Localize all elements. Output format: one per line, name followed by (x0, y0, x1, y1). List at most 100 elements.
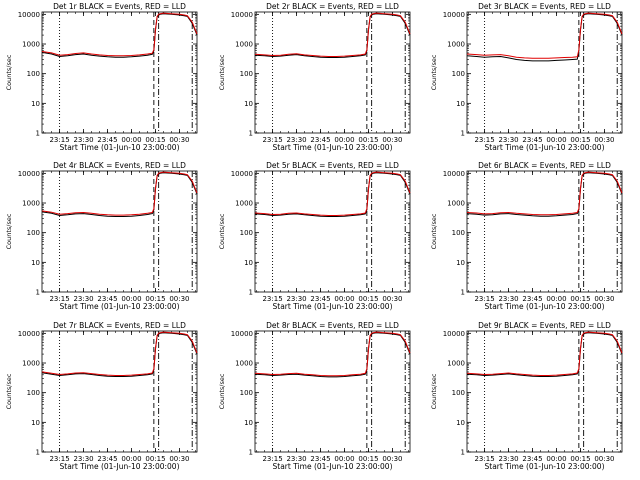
events-series-line (466, 332, 623, 377)
x-tick-label: 23:15 (474, 295, 494, 303)
chart-title: Det 4r BLACK = Events, RED = LLD (53, 161, 186, 170)
events-series-line (41, 172, 198, 217)
lld-series-line (41, 12, 198, 57)
y-tick-label: 1000 (447, 200, 465, 208)
x-tick-label: 23:45 (310, 295, 330, 303)
y-axis-label: Counts/sec (430, 373, 438, 409)
x-tick-label: 00:00 (121, 295, 141, 303)
y-tick-label: 1 (36, 289, 40, 297)
chart-panel: Det 7r BLACK = Events, RED = LLD 1 10 100 10… (5, 321, 198, 471)
chart-title: Det 6r BLACK = Events, RED = LLD (478, 161, 611, 170)
y-tick-label: 100 (240, 389, 253, 397)
chart-panel: Det 3r BLACK = Events, RED = LLD 1 10 100 10… (430, 2, 623, 152)
x-tick-label: 00:15 (358, 455, 378, 463)
y-tick-label: 10 (456, 259, 465, 267)
x-tick-label: 23:15 (262, 295, 282, 303)
x-tick-label: 00:00 (546, 136, 566, 144)
y-tick-label: 10 (31, 419, 40, 427)
y-tick-label: 10000 (231, 11, 253, 19)
y-tick-label: 100 (452, 389, 465, 397)
x-axis-label: Start Time (01-Jun-10 23:00:00) (485, 143, 605, 152)
events-series-line (254, 13, 411, 58)
y-tick-label: 1000 (235, 360, 253, 368)
y-tick-label: 100 (27, 389, 40, 397)
x-tick-label: 00:00 (546, 295, 566, 303)
y-tick-label: 1 (461, 289, 465, 297)
plot-frame (41, 11, 198, 134)
x-tick-label: 23:30 (286, 136, 306, 144)
y-tick-label: 100 (27, 70, 40, 78)
x-tick-label: 23:45 (522, 136, 542, 144)
x-tick-label: 23:45 (310, 455, 330, 463)
x-tick-label: 00:00 (334, 136, 354, 144)
x-tick-label: 00:30 (594, 136, 614, 144)
x-tick-label: 23:30 (286, 455, 306, 463)
y-tick-label: 10 (244, 100, 253, 108)
x-tick-label: 23:30 (498, 136, 518, 144)
y-tick-label: 100 (240, 229, 253, 237)
plot-frame (254, 330, 411, 453)
x-tick-label: 00:30 (594, 455, 614, 463)
y-tick-label: 1000 (22, 360, 40, 368)
y-tick-label: 1000 (235, 200, 253, 208)
y-tick-label: 1 (36, 449, 40, 457)
chart-panel: Det 6r BLACK = Events, RED = LLD 1 10 100 10… (430, 161, 623, 311)
x-tick-label: 23:45 (522, 455, 542, 463)
y-tick-label: 1 (461, 130, 465, 138)
x-axis-label: Start Time (01-Jun-10 23:00:00) (60, 143, 180, 152)
y-tick-label: 10000 (231, 330, 253, 338)
y-axis-label: Counts/sec (218, 373, 226, 409)
x-tick-label: 23:45 (310, 136, 330, 144)
y-tick-label: 1000 (22, 41, 40, 49)
y-tick-label: 10 (31, 259, 40, 267)
x-tick-label: 00:15 (145, 295, 165, 303)
x-tick-label: 00:30 (169, 136, 189, 144)
events-series-line (254, 172, 411, 217)
y-tick-label: 10 (31, 100, 40, 108)
y-axis-label: Counts/sec (5, 373, 13, 409)
chart-title: Det 2r BLACK = Events, RED = LLD (266, 2, 399, 11)
plot-frame (254, 11, 411, 134)
chart-panel: Det 5r BLACK = Events, RED = LLD 1 10 100 10… (218, 161, 411, 311)
lld-series-line (254, 331, 411, 377)
plot-frame (41, 330, 198, 453)
x-tick-label: 23:15 (49, 455, 69, 463)
y-tick-label: 10 (244, 259, 253, 267)
plot-frame (254, 170, 411, 293)
chart-panel: Det 2r BLACK = Events, RED = LLD 1 10 100 10… (218, 2, 411, 152)
x-tick-label: 00:30 (169, 295, 189, 303)
x-axis-label: Start Time (01-Jun-10 23:00:00) (273, 462, 393, 471)
x-axis-label: Start Time (01-Jun-10 23:00:00) (60, 462, 180, 471)
lld-series-line (254, 12, 411, 57)
x-tick-label: 23:45 (97, 455, 117, 463)
x-tick-label: 00:15 (358, 136, 378, 144)
plot-frame (466, 11, 623, 134)
events-series-line (41, 332, 198, 377)
chart-title: Det 5r BLACK = Events, RED = LLD (266, 161, 399, 170)
y-tick-label: 1000 (22, 200, 40, 208)
x-tick-label: 00:30 (382, 136, 402, 144)
x-axis-label: Start Time (01-Jun-10 23:00:00) (60, 302, 180, 311)
x-tick-label: 23:30 (73, 295, 93, 303)
x-tick-label: 23:15 (262, 136, 282, 144)
x-tick-label: 00:30 (594, 295, 614, 303)
y-tick-label: 100 (452, 70, 465, 78)
x-tick-label: 23:45 (97, 295, 117, 303)
y-tick-label: 10000 (231, 170, 253, 178)
x-tick-label: 00:00 (334, 295, 354, 303)
y-tick-label: 10000 (443, 330, 465, 338)
y-tick-label: 10 (456, 419, 465, 427)
y-tick-label: 10000 (18, 11, 40, 19)
x-tick-label: 00:15 (570, 455, 590, 463)
x-tick-label: 00:30 (382, 295, 402, 303)
x-tick-label: 23:30 (498, 295, 518, 303)
x-tick-label: 00:30 (382, 455, 402, 463)
lld-series-line (466, 171, 623, 216)
y-tick-label: 100 (240, 70, 253, 78)
events-series-line (466, 172, 623, 217)
y-tick-label: 10000 (443, 170, 465, 178)
chart-title: Det 3r BLACK = Events, RED = LLD (478, 2, 611, 11)
chart-panel: Det 1r BLACK = Events, RED = LLD 1 10 100 10… (5, 2, 198, 152)
y-tick-label: 1 (461, 449, 465, 457)
